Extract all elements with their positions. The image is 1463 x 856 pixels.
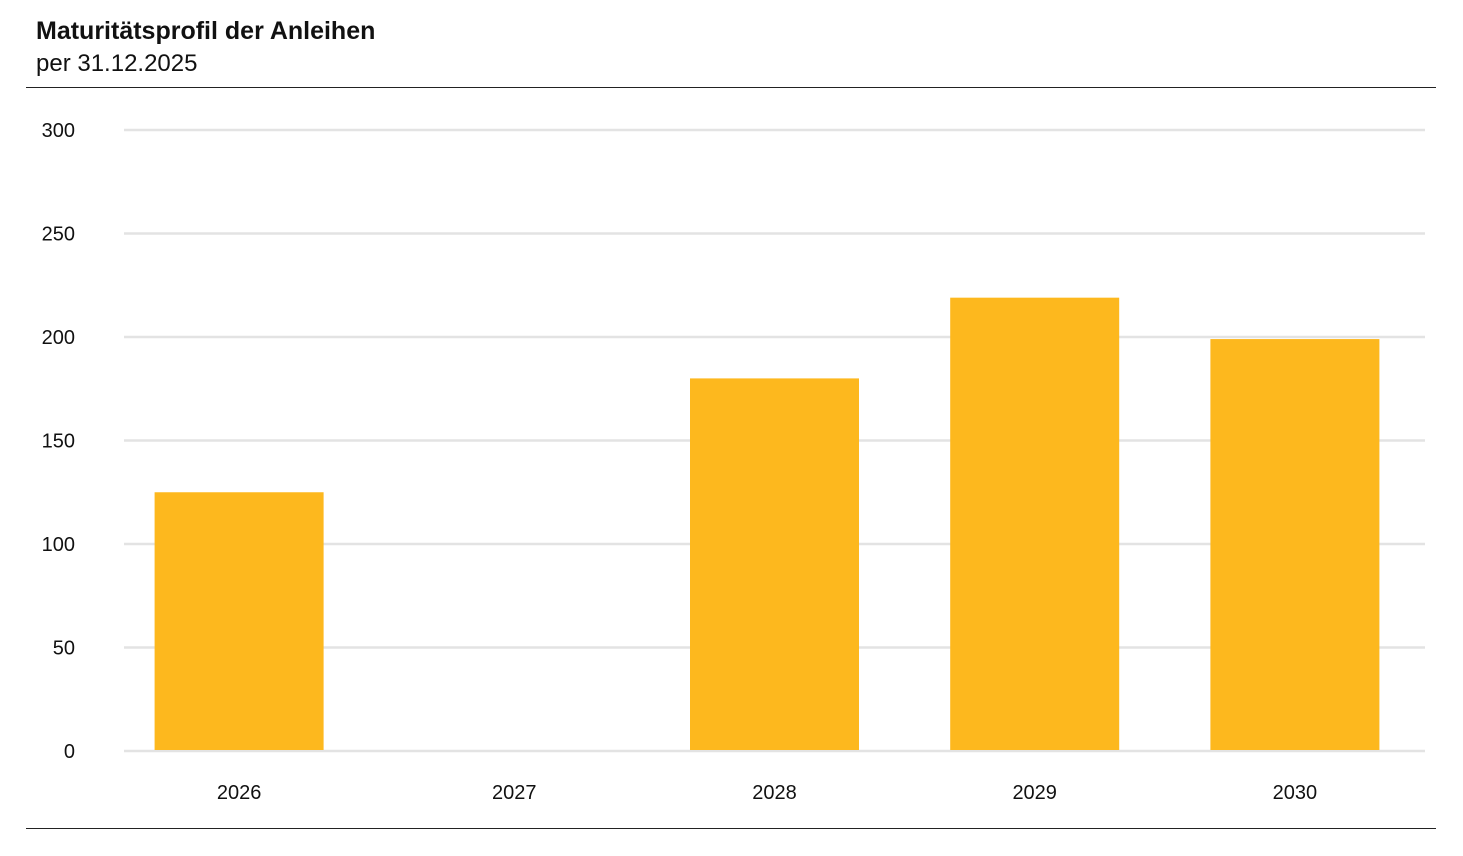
x-tick-label: 2030 bbox=[1273, 782, 1318, 804]
bottom-divider bbox=[26, 828, 1436, 829]
bar-2030 bbox=[1210, 339, 1380, 750]
x-tick-label: 2029 bbox=[1012, 782, 1057, 804]
y-axis-tick-labels: 0 50 100 150 200 250 300 bbox=[42, 120, 75, 763]
bar-2026 bbox=[154, 492, 324, 750]
x-tick-label: 2027 bbox=[492, 782, 537, 804]
y-tick-label: 200 bbox=[42, 327, 75, 349]
bar-2028 bbox=[690, 378, 859, 750]
y-tick-label: 300 bbox=[42, 120, 75, 142]
x-tick-label: 2028 bbox=[752, 782, 797, 804]
chart-title: Maturitätsprofil der Anleihen bbox=[36, 17, 376, 45]
bars bbox=[154, 297, 1380, 750]
top-divider bbox=[26, 87, 1436, 88]
y-tick-label: 50 bbox=[53, 638, 75, 660]
chart-subtitle: per 31.12.2025 bbox=[36, 50, 198, 77]
bar-2029 bbox=[950, 297, 1120, 750]
y-tick-label: 250 bbox=[42, 224, 75, 246]
y-tick-label: 100 bbox=[42, 534, 75, 556]
x-tick-label: 2026 bbox=[217, 782, 262, 804]
y-tick-label: 0 bbox=[64, 741, 75, 763]
y-tick-label: 150 bbox=[42, 431, 75, 453]
chart-header: Maturitätsprofil der Anleihen per 31.12.… bbox=[36, 14, 1435, 80]
x-axis-tick-labels: 2026 2027 2028 2029 2030 bbox=[217, 782, 1317, 804]
